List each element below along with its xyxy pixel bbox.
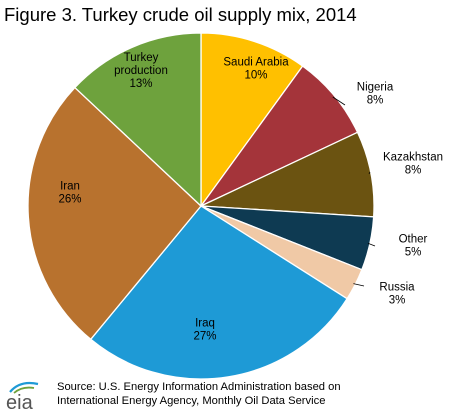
- logo-swoosh-1: [9, 381, 39, 393]
- leader-lines: [332, 96, 376, 287]
- chart-title: Figure 3. Turkey crude oil supply mix, 2…: [4, 4, 357, 25]
- slice-percent-label: 13%: [129, 78, 152, 90]
- slice-percent-label: 8%: [367, 95, 384, 107]
- pie-slice-iran: [27, 86, 202, 341]
- slice-percent-label: 3%: [389, 295, 406, 307]
- eia-logo: eia: [6, 381, 39, 412]
- source-note: Source: U.S. Energy Information Administ…: [57, 380, 341, 408]
- slice-name-label: Kazakhstan: [383, 152, 443, 164]
- pie-slices: [27, 32, 375, 380]
- slice-name-label: production: [114, 65, 168, 77]
- leader-line: [353, 283, 365, 287]
- logo-swoosh-2: [13, 386, 35, 394]
- logo-text: eia: [6, 392, 34, 412]
- slice-name-label: Iraq: [195, 318, 215, 330]
- leader-line: [332, 96, 346, 106]
- slice-percent-label: 26%: [58, 194, 81, 206]
- slice-percent-label: 5%: [405, 247, 422, 259]
- slice-name-label: Nigeria: [357, 82, 394, 94]
- source-line-2: International Energy Agency, Monthly Oil…: [57, 395, 326, 407]
- slice-labels: Saudi Arabia10%Nigeria8%Kazakhstan8%Othe…: [58, 52, 443, 343]
- slice-name-label: Turkey: [124, 52, 159, 64]
- slice-percent-label: 8%: [405, 165, 422, 177]
- slice-percent-label: 10%: [244, 70, 267, 82]
- source-line-1: Source: U.S. Energy Information Administ…: [57, 381, 341, 393]
- slice-name-label: Saudi Arabia: [223, 57, 289, 69]
- leader-line: [367, 242, 376, 247]
- slice-name-label: Other: [399, 234, 428, 246]
- slice-name-label: Iran: [60, 181, 80, 193]
- pie-slice-saudi-arabia: [200, 32, 304, 209]
- slice-name-label: Russia: [379, 282, 415, 294]
- pie-slice-turkey-production: [73, 32, 202, 208]
- pie-slice-iraq: [89, 205, 348, 380]
- leader-line: [368, 171, 371, 175]
- slice-percent-label: 27%: [193, 331, 216, 343]
